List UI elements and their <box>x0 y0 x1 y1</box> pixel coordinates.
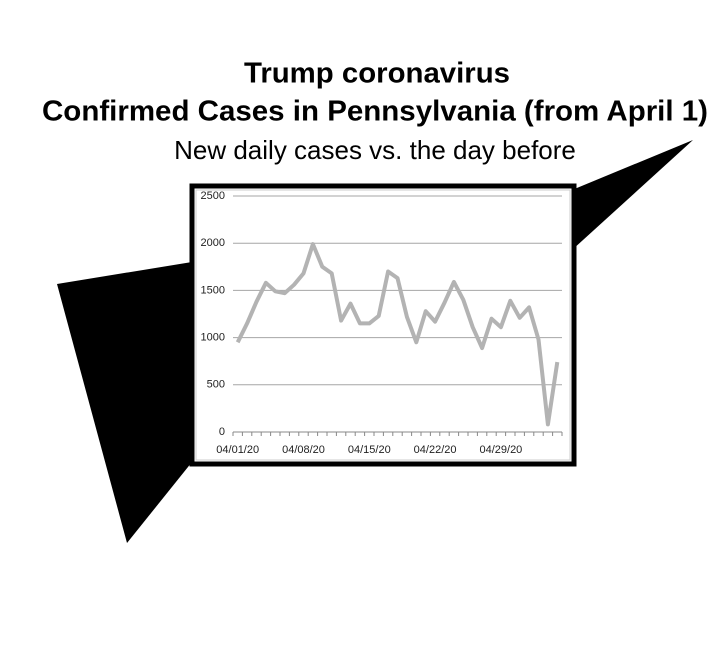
decor-shape <box>57 262 192 543</box>
chart-title: Confirmed Cases in Pennsylvania (from Ap… <box>42 96 708 128</box>
y-tick-label: 2500 <box>201 190 225 202</box>
y-tick-label: 1000 <box>201 332 225 344</box>
y-tick-label: 0 <box>219 426 225 438</box>
y-tick-label: 500 <box>207 379 225 391</box>
plot-frame <box>195 189 571 461</box>
x-tick-label: 04/22/20 <box>414 444 457 456</box>
y-tick-label: 2000 <box>201 237 225 249</box>
decor-shape <box>572 140 693 250</box>
x-tick-label: 04/15/20 <box>348 444 391 456</box>
x-tick-label: 04/08/20 <box>282 444 325 456</box>
x-tick-label: 04/29/20 <box>479 444 522 456</box>
data-line <box>235 242 560 427</box>
x-tick-label: 04/01/20 <box>216 444 259 456</box>
y-tick-label: 1500 <box>201 284 225 296</box>
chart-title: Trump coronavirus <box>244 58 510 90</box>
chart-subtitle: New daily cases vs. the day before <box>174 135 576 165</box>
